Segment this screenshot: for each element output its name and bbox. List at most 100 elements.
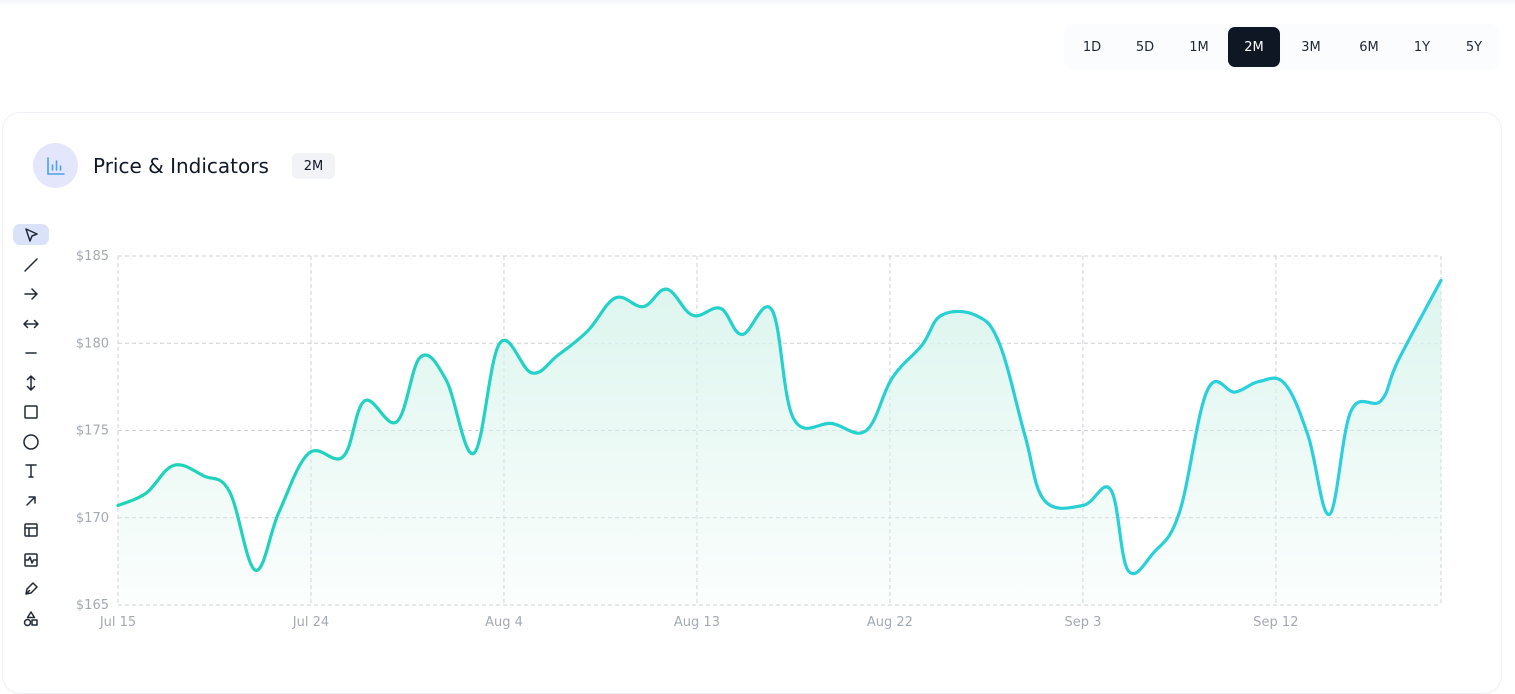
price-point [770, 308, 774, 312]
price-point [498, 341, 502, 345]
x-tick-label: Aug 22 [867, 615, 913, 630]
x-tick-label: Jul 24 [292, 615, 329, 630]
double-arrow-horizontal-icon [23, 319, 39, 328]
text-icon [25, 463, 37, 478]
extended-line-tool[interactable] [13, 313, 49, 334]
price-point [228, 490, 232, 494]
range-5d-button[interactable]: 5D [1119, 27, 1171, 67]
price-point [614, 296, 618, 300]
double-arrow-vertical-icon [26, 374, 36, 391]
layout-tool[interactable] [13, 519, 49, 540]
y-tick-label: $170 [76, 511, 109, 526]
price-point [1306, 434, 1310, 438]
rectangle-tool[interactable] [13, 401, 49, 422]
price-point [1439, 278, 1443, 282]
price-point [1328, 512, 1332, 516]
price-point [1152, 551, 1156, 555]
price-point [1379, 399, 1383, 403]
price-point [890, 376, 894, 380]
range-1m-button[interactable]: 1M [1173, 27, 1225, 67]
price-point [472, 451, 476, 455]
price-point [691, 313, 695, 317]
price-point [791, 416, 795, 420]
bar-chart-icon [33, 143, 78, 188]
price-point [939, 313, 943, 317]
price-point [665, 287, 669, 291]
range-3m-button[interactable]: 3M [1285, 27, 1337, 67]
range-badge: 2M [292, 153, 335, 179]
square-icon [24, 404, 38, 419]
price-point [586, 329, 590, 333]
price-point [1042, 498, 1046, 502]
price-point [144, 491, 148, 495]
x-tick-label: Jul 15 [99, 615, 136, 630]
price-point [277, 511, 281, 515]
price-point [830, 422, 834, 426]
arrow-right-icon [24, 287, 38, 300]
price-point [341, 455, 345, 459]
y-tick-label: $185 [76, 249, 109, 264]
range-5y-button[interactable]: 5Y [1448, 27, 1500, 67]
price-point [641, 305, 645, 309]
shapes-tool[interactable] [13, 608, 49, 629]
price-point [444, 378, 448, 382]
y-tick-label: $165 [76, 598, 109, 613]
horizontal-line-tool[interactable] [13, 342, 49, 363]
arrow-up-right-icon [26, 495, 36, 506]
arrow-tool[interactable] [13, 283, 49, 304]
shapes-icon [23, 610, 38, 626]
price-point [1257, 380, 1261, 384]
time-range-selector [1064, 24, 1500, 70]
price-point [1109, 488, 1113, 492]
ellipse-tool[interactable] [13, 431, 49, 452]
vertical-line-tool[interactable] [13, 372, 49, 393]
price-point [116, 504, 120, 508]
ray-tool[interactable] [13, 490, 49, 511]
horizontal-line-icon [25, 351, 37, 354]
cursor-arrow-icon [25, 227, 38, 242]
price-chart[interactable]: $185 $180 $175 $170 $165 Jul 15 Jul 24 Aug 4 Aug… [0, 0, 1515, 668]
price-point [974, 313, 978, 317]
price-point [172, 463, 176, 467]
price-point [307, 451, 311, 455]
diagonal-line-icon [24, 257, 38, 272]
price-point [920, 343, 924, 347]
cursor-tool[interactable] [13, 224, 49, 245]
price-point [740, 333, 744, 337]
range-1y-button[interactable]: 1Y [1396, 27, 1448, 67]
price-point [1349, 409, 1353, 413]
price-point [997, 341, 1001, 345]
price-point [1205, 388, 1209, 392]
price-area [118, 280, 1441, 605]
price-point [530, 371, 534, 375]
price-point [1396, 359, 1400, 363]
x-tick-label: Aug 4 [485, 615, 523, 630]
x-tick-label: Sep 3 [1064, 615, 1101, 630]
pen-tool[interactable] [13, 578, 49, 599]
trend-line-tool[interactable] [13, 254, 49, 275]
range-2m-button[interactable]: 2M [1228, 27, 1280, 67]
price-point [1177, 511, 1181, 515]
indicator-tool[interactable] [13, 549, 49, 570]
text-tool[interactable] [13, 460, 49, 481]
layout-icon [24, 522, 38, 537]
x-tick-label: Aug 13 [674, 615, 720, 630]
range-1d-button[interactable]: 1D [1066, 27, 1118, 67]
price-point [418, 355, 422, 359]
y-tick-label: $180 [76, 336, 109, 351]
price-point [202, 474, 206, 478]
price-line[interactable] [116, 278, 1443, 576]
price-point [395, 420, 399, 424]
pen-icon [25, 581, 38, 595]
x-tick-label: Sep 12 [1253, 615, 1298, 630]
price-point [1233, 390, 1237, 394]
y-tick-label: $175 [76, 424, 109, 439]
price-point [719, 306, 723, 310]
price-point [1283, 381, 1287, 385]
card-title: Price & Indicators [93, 154, 269, 178]
top-shadow-strip [0, 0, 1515, 6]
activity-icon [24, 552, 38, 567]
circle-icon [23, 433, 39, 450]
range-6m-button[interactable]: 6M [1343, 27, 1395, 67]
price-point [1081, 504, 1085, 508]
